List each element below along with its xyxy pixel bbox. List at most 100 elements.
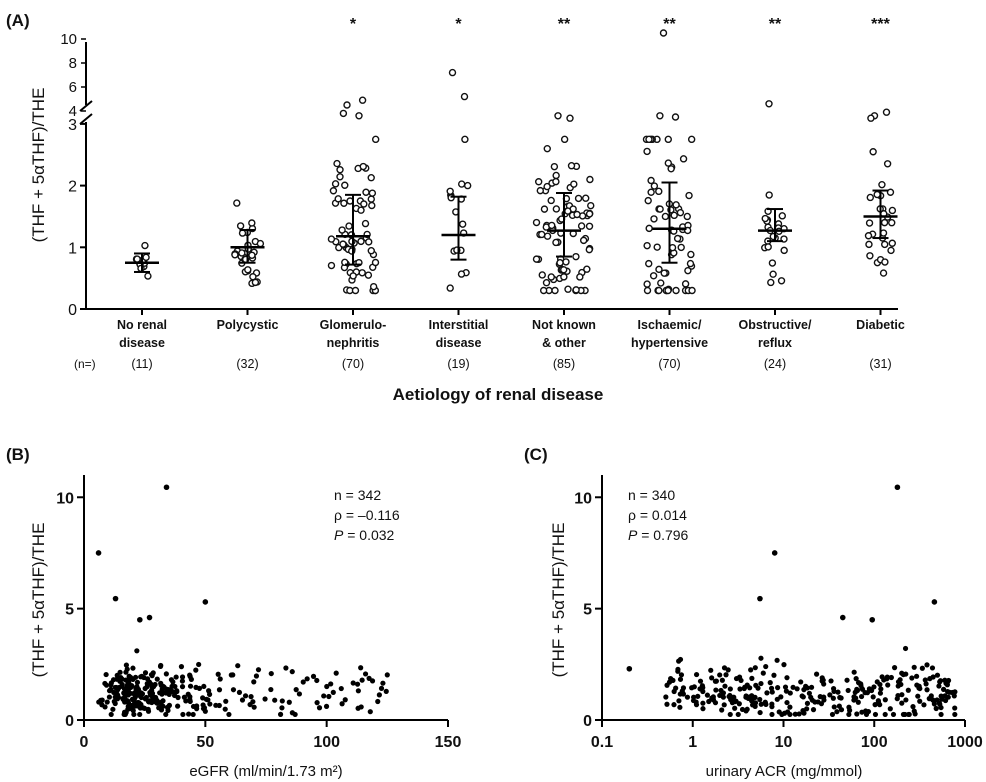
data-point <box>727 686 733 692</box>
data-point <box>131 711 137 718</box>
data-point <box>357 206 365 214</box>
data-point <box>643 241 651 250</box>
data-point <box>726 693 732 700</box>
panel-c-stat-rho: ρ = 0.014 <box>628 507 687 523</box>
data-point <box>905 687 911 693</box>
data-point <box>324 683 330 690</box>
data-point <box>179 678 186 684</box>
data-point <box>717 672 723 678</box>
data-point <box>790 684 796 690</box>
data-point <box>902 645 909 652</box>
data-point <box>341 181 349 189</box>
data-point <box>882 711 888 718</box>
category-n-label: (70) <box>342 357 364 371</box>
data-point <box>137 264 145 273</box>
data-point <box>300 679 306 685</box>
data-point <box>550 162 559 171</box>
data-point <box>570 180 578 188</box>
data-point <box>289 669 295 675</box>
data-point <box>775 685 781 691</box>
category-label-line1: Ischaemic/ <box>638 318 702 332</box>
x-tick-label: 0.1 <box>591 734 613 751</box>
data-point <box>173 674 179 680</box>
data-point <box>891 665 898 671</box>
panel-a-y-tick-label: 3 <box>68 117 77 134</box>
data-point <box>695 693 701 699</box>
data-point <box>845 687 851 694</box>
data-point <box>706 698 712 705</box>
panel-b-stat-p-label: P <box>334 527 344 543</box>
data-point <box>238 249 246 257</box>
data-point <box>279 705 285 711</box>
data-point <box>338 226 346 234</box>
data-point <box>248 694 254 700</box>
data-point <box>277 711 284 717</box>
data-point <box>784 675 790 681</box>
data-point <box>217 676 223 682</box>
y-tick-label: 10 <box>574 490 592 507</box>
panel-b-y-axis-label: (THF + 5αTHF)/THE <box>29 523 48 678</box>
data-point <box>574 194 583 203</box>
data-point <box>725 667 731 673</box>
data-point <box>230 687 237 693</box>
data-point <box>929 665 936 671</box>
data-point <box>134 648 140 654</box>
data-point <box>645 259 653 268</box>
data-point <box>794 686 800 692</box>
data-point <box>163 711 169 718</box>
data-point <box>367 174 375 182</box>
data-point <box>921 702 927 708</box>
category-label-line1: Glomerulo- <box>320 318 387 332</box>
data-point <box>367 709 373 715</box>
data-point <box>749 675 755 681</box>
data-point <box>461 135 469 144</box>
data-point <box>236 689 243 696</box>
panel-a-y-tick-label: 2 <box>68 179 77 196</box>
data-point <box>804 700 811 706</box>
data-point <box>684 694 691 700</box>
data-point <box>645 224 653 233</box>
panel-b-axes: 0 50 100 150 0 5 10 <box>56 475 461 751</box>
data-point <box>179 684 186 690</box>
panel-a-y-tick-label: 1 <box>68 240 77 257</box>
data-point <box>837 694 843 701</box>
data-point <box>380 680 386 686</box>
data-point <box>145 708 152 714</box>
data-point <box>666 679 673 685</box>
data-point <box>583 265 591 273</box>
data-point <box>647 188 655 196</box>
outlier-point <box>869 616 876 623</box>
data-point <box>899 670 905 676</box>
panel-b-label: (B) <box>6 445 30 464</box>
data-point <box>736 701 742 707</box>
data-point <box>870 694 876 700</box>
data-point <box>688 286 696 295</box>
data-point <box>142 685 148 692</box>
panel-c-chart: (THF + 5αTHF)/THE 0.1 1 10 100 1000 0 5 10 n = … <box>549 475 983 780</box>
panel-c-x-axis-label: urinary ACR (mg/mmol) <box>706 763 863 780</box>
data-point <box>181 694 188 700</box>
data-point <box>384 672 390 678</box>
data-point <box>141 241 149 250</box>
data-point <box>279 698 285 704</box>
data-point <box>838 707 845 713</box>
data-point <box>664 701 670 707</box>
data-point <box>283 665 289 671</box>
category-label-line2: disease <box>119 336 165 350</box>
data-point <box>887 706 893 712</box>
significance-marker: * <box>455 16 462 33</box>
data-point <box>819 678 825 684</box>
data-point <box>358 665 364 671</box>
data-point <box>851 669 857 675</box>
panel-a-y-axis-label: (THF + 5αTHF)/THE <box>29 88 48 243</box>
data-point <box>938 693 944 699</box>
data-point <box>752 700 759 706</box>
data-point <box>316 705 323 711</box>
panel-c-y-axis-label: (THF + 5αTHF)/THE <box>549 523 568 678</box>
data-point <box>587 201 595 210</box>
panel-a-points <box>125 29 898 295</box>
panel-a-axes: 0 1 2 34 6 8 10 <box>60 31 898 319</box>
data-point <box>327 235 336 243</box>
data-point <box>120 696 126 702</box>
